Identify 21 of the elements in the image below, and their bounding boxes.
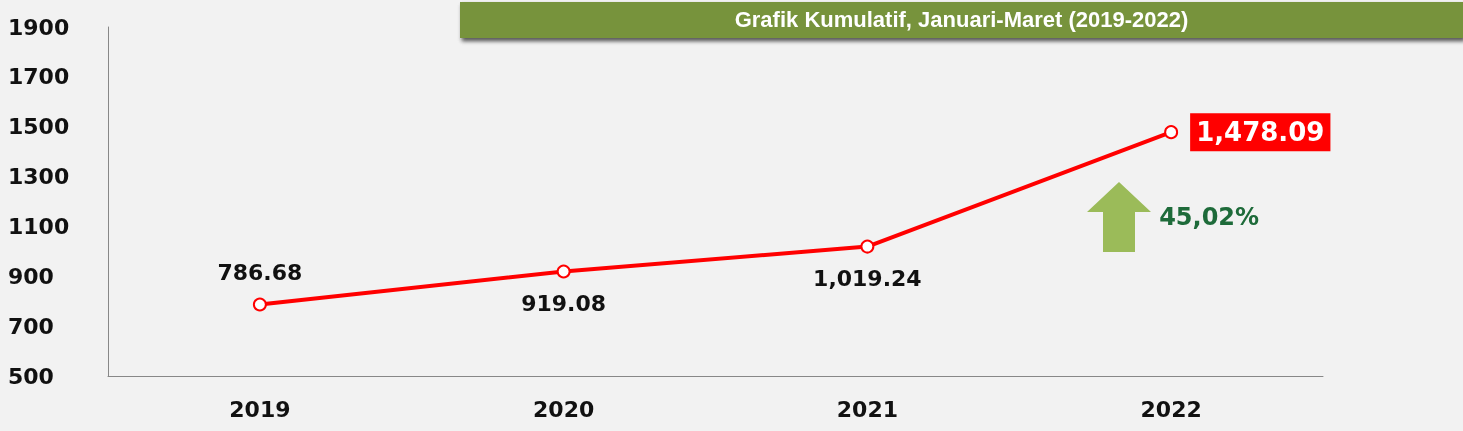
x-tick-label: 2021 — [836, 396, 898, 422]
point — [252, 297, 267, 312]
x-tick-label: 2019 — [229, 396, 291, 422]
y-tick-label: 900 — [8, 263, 54, 289]
data-label: 919.08 — [521, 291, 607, 317]
x-tick-label: 2022 — [1140, 396, 1202, 422]
point — [1164, 125, 1179, 140]
data-label: 1,019.24 — [813, 266, 922, 292]
data-label: 786.68 — [217, 260, 303, 286]
x-tick-label: 2020 — [533, 396, 595, 422]
point — [556, 264, 571, 279]
y-tick-label: 1500 — [8, 114, 70, 140]
annotation: 45,02% — [1159, 203, 1260, 232]
y-tick-label: 1100 — [8, 213, 70, 239]
y-tick-label: 700 — [8, 313, 54, 339]
y-tick-label: 1900 — [8, 14, 70, 40]
data-label: 1,478.09 — [1196, 117, 1325, 148]
y-tick-label: 1300 — [8, 164, 70, 190]
point — [860, 239, 875, 254]
y-tick-label: 500 — [8, 363, 54, 389]
y-tick-label: 1700 — [8, 64, 70, 90]
